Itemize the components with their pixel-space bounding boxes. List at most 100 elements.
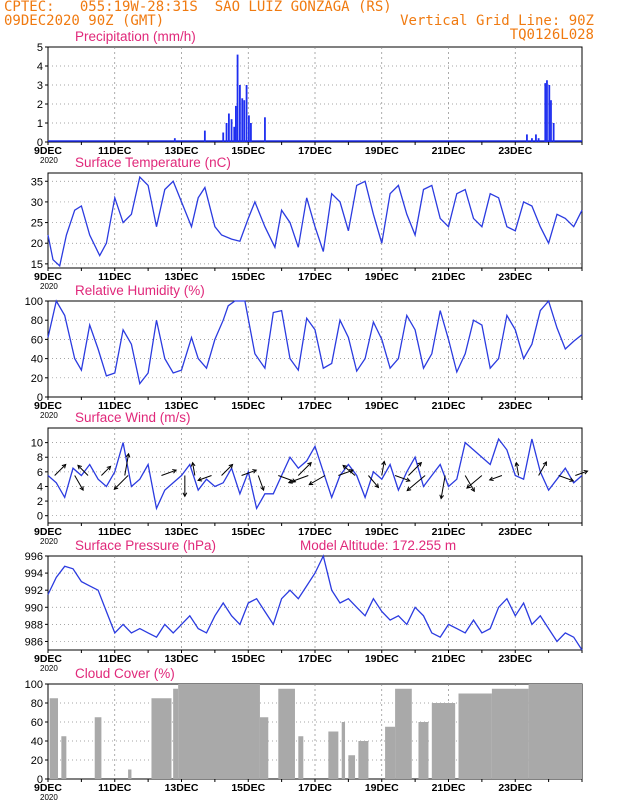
wind-arrow xyxy=(338,469,354,476)
humidity-line xyxy=(47,299,583,386)
wind-arrow xyxy=(113,475,129,490)
wind-ytick-label: 6 xyxy=(37,467,43,479)
cloud-fill xyxy=(431,703,456,779)
precip-bar xyxy=(264,117,266,142)
precip-bar xyxy=(230,119,233,142)
precip-bar xyxy=(548,85,551,142)
precip-xtick-label: 21DEC xyxy=(432,145,466,157)
wind-arrowhead xyxy=(77,464,82,470)
wind-arrowhead xyxy=(470,487,475,493)
wind-arrow xyxy=(394,475,410,482)
pressure-xtick-label: 15DEC xyxy=(231,653,265,665)
wind-arrowhead xyxy=(342,464,348,470)
precip-bar xyxy=(243,100,246,142)
cloud-ytick-label: 0 xyxy=(37,774,43,786)
wind-arrowhead xyxy=(252,469,258,474)
precip-bar xyxy=(233,126,236,142)
precip-bar xyxy=(550,100,552,142)
humidity-xtick-label: 13DEC xyxy=(165,400,199,412)
precip-bar xyxy=(526,134,528,142)
precip-xtick-label: 13DEC xyxy=(165,145,199,157)
cloud-fill xyxy=(395,688,412,779)
wind-arrowhead xyxy=(466,484,471,489)
wind-arrow xyxy=(161,469,177,476)
wind-xtick-label: 9DEC xyxy=(34,526,62,538)
humidity-ytick-label: 80 xyxy=(31,315,43,327)
humidity-ytick-label: 0 xyxy=(37,392,43,404)
wind-arrowhead xyxy=(417,461,423,467)
wind-arrowhead xyxy=(79,486,84,492)
precip-bar xyxy=(239,85,241,142)
wind-arrow xyxy=(241,469,257,476)
precip-ytick-label: 2 xyxy=(37,99,43,111)
precip-ytick-label: 5 xyxy=(37,42,43,54)
wind-arrow xyxy=(101,465,111,476)
cloud-xtick-label: 11DEC xyxy=(98,782,132,794)
wind-arrowhead xyxy=(439,494,444,500)
humidity-xtick-label: 19DEC xyxy=(365,400,399,412)
precip-xtick-label: 17DEC xyxy=(298,145,332,157)
humidity-ytick-label: 40 xyxy=(31,354,43,366)
cloud-ytick-label: 20 xyxy=(31,755,43,767)
precip-bar xyxy=(225,123,228,142)
wind-arrowhead xyxy=(488,476,494,482)
wind-xtick-label: 13DEC xyxy=(165,526,199,538)
temperature-xtick-label: 15DEC xyxy=(231,271,265,283)
wind-ytick-label: 2 xyxy=(37,496,43,508)
cloud-fill xyxy=(61,736,67,779)
cloud-fill xyxy=(49,698,59,779)
precip-ytick-label: 3 xyxy=(37,80,43,92)
humidity-ytick-label: 100 xyxy=(25,296,43,308)
wind-arrow xyxy=(575,470,588,476)
precip-ytick-label: 4 xyxy=(37,61,43,73)
humidity-ytick-label: 20 xyxy=(31,373,43,385)
cloud-fill xyxy=(491,688,529,779)
cloud-fill xyxy=(348,755,356,779)
precip-bar xyxy=(546,80,548,142)
wind-arrow xyxy=(515,462,520,476)
cloud-xtick-label: 15DEC xyxy=(231,782,265,794)
wind-arrow xyxy=(466,475,483,489)
wind-arrow xyxy=(342,465,356,476)
wind-arrowhead xyxy=(61,463,67,469)
humidity-year-label: 2020 xyxy=(40,411,58,420)
model-id: TQ0126L028 xyxy=(509,27,594,43)
temperature-ytick-label: 20 xyxy=(31,238,43,250)
precip-year-label: 2020 xyxy=(40,156,58,165)
wind-arrow xyxy=(440,475,446,499)
precip-ytick-label: 1 xyxy=(37,118,43,130)
cloud-xtick-label: 9DEC xyxy=(34,782,62,794)
pressure-year-label: 2020 xyxy=(40,664,58,673)
humidity-xtick-label: 17DEC xyxy=(298,400,332,412)
cloud-ytick-label: 60 xyxy=(31,717,43,729)
wind-arrowhead xyxy=(381,460,386,466)
pressure-xtick-label: 23DEC xyxy=(498,653,532,665)
vertical-grid-label: Vertical Grid Line: 90Z xyxy=(400,13,594,29)
humidity-panel: 0 20 40 60 80 100 9DEC 11DEC 13DEC 15DEC 17DEC 19DE… xyxy=(25,283,583,420)
precip-xtick-label: 15DEC xyxy=(231,145,265,157)
wind-ytick-label: 10 xyxy=(31,438,43,450)
wind-arrow xyxy=(381,461,385,476)
precip-bar xyxy=(241,98,244,142)
precip-xtick-label: 19DEC xyxy=(365,145,399,157)
pressure-xtick-label: 13DEC xyxy=(165,653,199,665)
wind-arrow xyxy=(538,461,547,476)
cloud-fill xyxy=(341,722,346,779)
cloud-xtick-label: 23DEC xyxy=(498,782,532,794)
wind-xtick-label: 17DEC xyxy=(298,526,332,538)
cloud-fill xyxy=(418,722,429,779)
humidity-xtick-label: 11DEC xyxy=(98,400,132,412)
temperature-xtick-label: 21DEC xyxy=(432,271,466,283)
humidity-xtick-label: 9DEC xyxy=(34,400,62,412)
cloud-fill xyxy=(528,684,582,779)
pressure-ytick-label: 990 xyxy=(25,602,43,614)
wind-arrow xyxy=(408,462,422,476)
wind-arrowhead xyxy=(197,477,203,482)
precip-xtick-label: 23DEC xyxy=(498,145,532,157)
cloud-fill xyxy=(178,684,260,779)
wind-arrowhead xyxy=(125,452,131,458)
cloud-fill xyxy=(385,726,396,779)
precip-xtick-label: 9DEC xyxy=(34,145,62,157)
precip-bar xyxy=(535,134,537,142)
precip-bar xyxy=(537,138,540,142)
